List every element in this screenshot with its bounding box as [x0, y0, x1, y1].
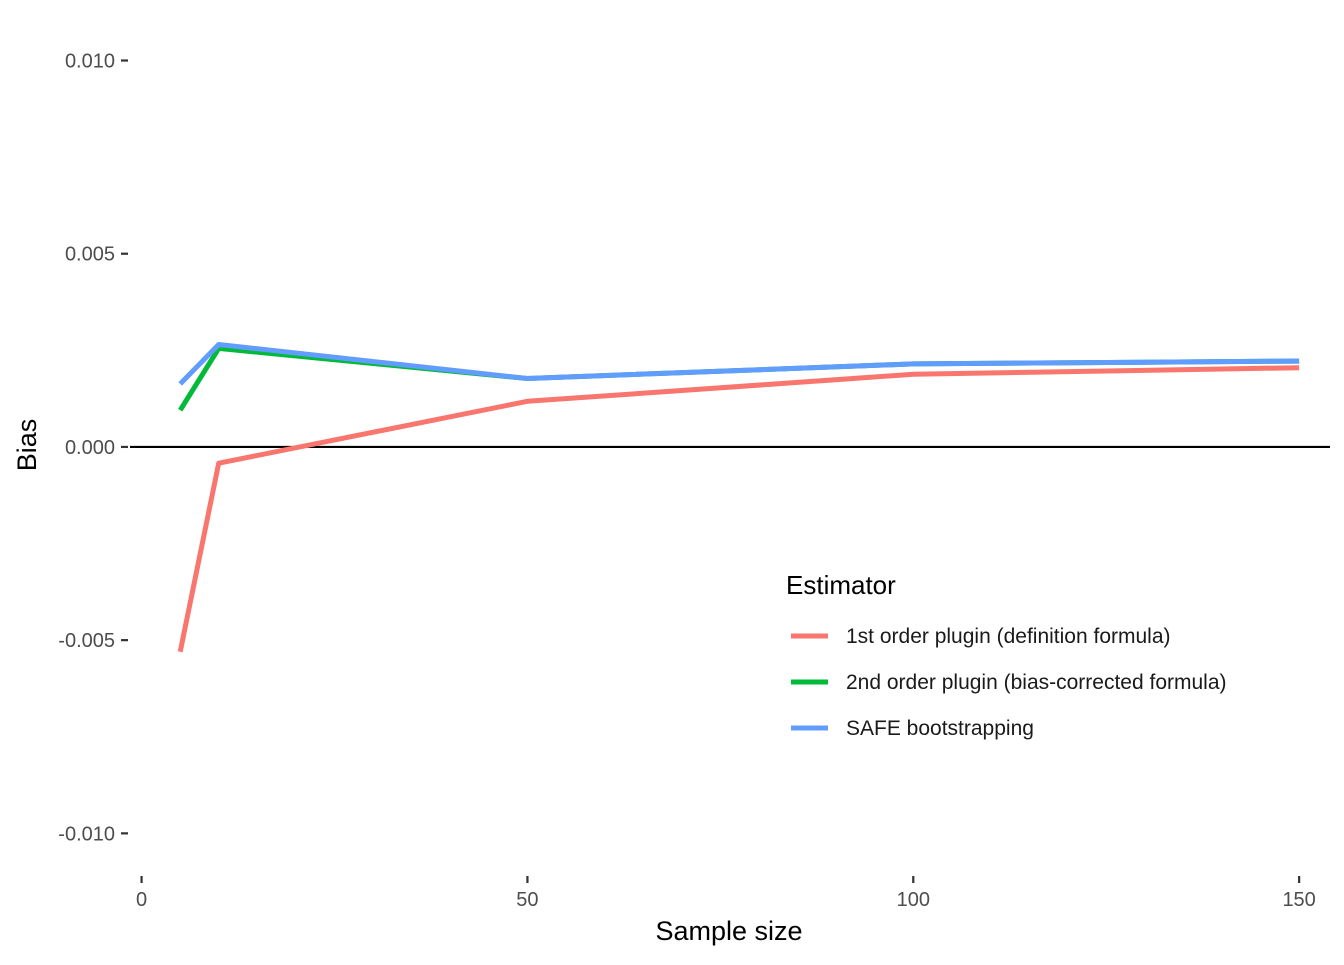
series-lines — [177, 342, 1300, 653]
legend: Estimator 1st order plugin (definition f… — [786, 570, 1227, 740]
y-tick-label: 0.000 — [65, 437, 115, 459]
y-tick-label: -0.010 — [58, 823, 115, 845]
x-axis: 0 50 100 150 — [136, 876, 1316, 911]
y-tick-label: -0.005 — [58, 630, 115, 652]
legend-title: Estimator — [786, 570, 896, 600]
x-tick-label: 50 — [516, 889, 538, 911]
legend-label-3: SAFE bootstrapping — [846, 717, 1034, 740]
x-tick-label: 150 — [1282, 889, 1315, 911]
x-tick-label: 0 — [136, 889, 147, 911]
y-tick-label: 0.005 — [65, 244, 115, 266]
y-axis-title: Bias — [12, 419, 42, 472]
legend-items: 1st order plugin (definition formula) 2nd… — [791, 625, 1227, 740]
legend-label-2: 2nd order plugin (bias-corrected formula… — [846, 671, 1227, 694]
x-tick-label: 100 — [897, 889, 930, 911]
legend-label-1: 1st order plugin (definition formula) — [846, 625, 1171, 648]
x-axis-title: Sample size — [655, 916, 802, 946]
y-tick-label: 0.010 — [65, 51, 115, 73]
y-axis: -0.010 -0.005 0.000 0.005 0.010 — [58, 51, 128, 845]
series-line-1 — [177, 365, 1300, 653]
series-line-3 — [178, 342, 1300, 386]
